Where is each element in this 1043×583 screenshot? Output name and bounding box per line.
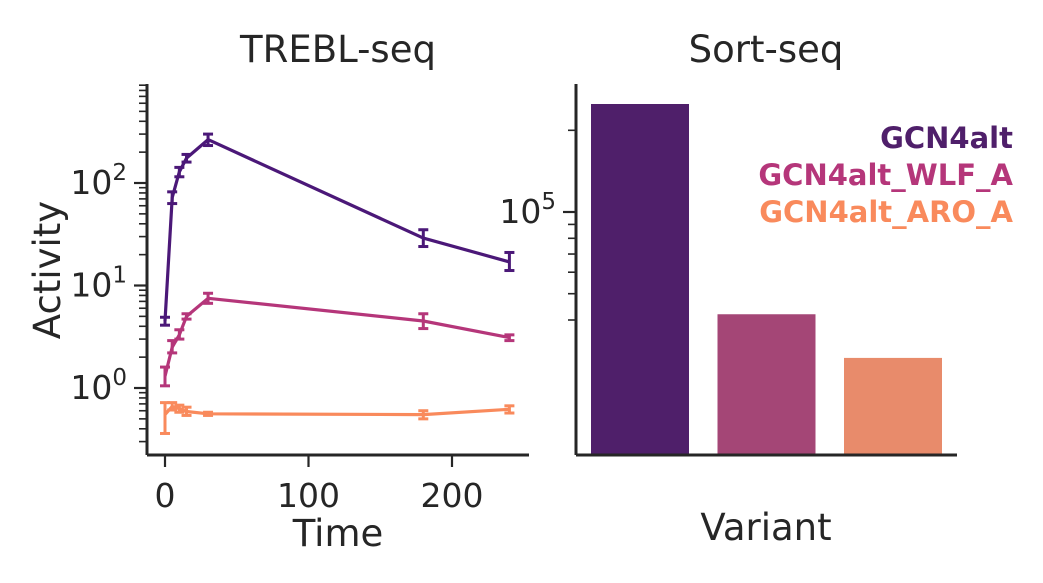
trebl-seq-series (160, 132, 515, 435)
series-0-line (163, 138, 510, 322)
series-1-errorbar-2 (174, 328, 185, 341)
legend-entry-gcn4alt-wlf-a: GCN4alt_WLF_A (758, 158, 1013, 192)
right-y-ticks: 105 (499, 129, 576, 321)
left-y-tick-label-2: 100 (70, 365, 127, 407)
series-0-errorbar-2 (174, 165, 185, 179)
left-y-major-ticks: 102 101 100 (70, 160, 147, 407)
left-x-ticks: 0 100 200 (155, 455, 484, 515)
series-2-errorbar-4 (203, 410, 214, 417)
series-2 (160, 401, 515, 435)
sort-seq-title: Sort-seq (689, 28, 844, 71)
series-1-errorbar-1 (167, 339, 178, 355)
left-y-tick-label-1: 101 (70, 263, 127, 305)
series-2-errorbar-2 (174, 403, 185, 414)
left-x-tick-label-1: 100 (277, 476, 340, 515)
bar-gcn4alt (591, 104, 689, 455)
bar-gcn4alt-aro-a (844, 357, 942, 455)
series-2-errorbar-5 (418, 409, 429, 421)
left-x-label: Time (292, 512, 384, 555)
series-2-errorbar-0 (160, 401, 170, 435)
series-0 (160, 132, 515, 327)
trebl-seq-panel: TREBL-seq 102 101 100 0 100 200 Time Activit… (26, 28, 529, 555)
series-1-line (163, 296, 510, 377)
bar-gcn4alt-wlf-a (717, 314, 816, 455)
series-2-errorbar-1 (167, 401, 178, 412)
legend-entry-gcn4alt-aro-a: GCN4alt_ARO_A (759, 195, 1013, 229)
series-1-errorbar-3 (181, 312, 192, 321)
series-0-errorbar-6 (504, 250, 515, 273)
trebl-seq-title: TREBL-seq (239, 28, 436, 71)
series-1 (160, 291, 515, 388)
series-0-errorbar-5 (418, 228, 429, 249)
left-x-tick-label-0: 0 (155, 476, 176, 515)
series-1-errorbar-6 (504, 333, 515, 343)
series-0-errorbar-4 (203, 132, 214, 148)
sort-seq-bars (591, 104, 942, 455)
series-0-errorbar-0 (160, 315, 170, 327)
series-0-errorbar-3 (181, 152, 192, 164)
right-x-label: Variant (700, 506, 831, 549)
series-0-errorbar-1 (167, 190, 178, 206)
right-y-tick-label-0: 105 (499, 189, 556, 231)
series-1-errorbar-5 (418, 312, 429, 331)
series-1-errorbar-4 (203, 291, 214, 305)
left-y-label: Activity (26, 201, 69, 339)
left-x-tick-label-2: 200 (421, 476, 484, 515)
left-y-tick-label-0: 102 (70, 160, 127, 202)
legend-entry-gcn4alt: GCN4alt (880, 121, 1013, 155)
series-2-line (163, 404, 510, 417)
series-2-errorbar-6 (504, 404, 515, 415)
series-2-errorbar-3 (181, 405, 192, 417)
sort-seq-panel: Sort-seq 105 Variant GCN4altGCN4alt_WLF_… (499, 28, 1013, 549)
series-1-errorbar-0 (160, 365, 170, 388)
